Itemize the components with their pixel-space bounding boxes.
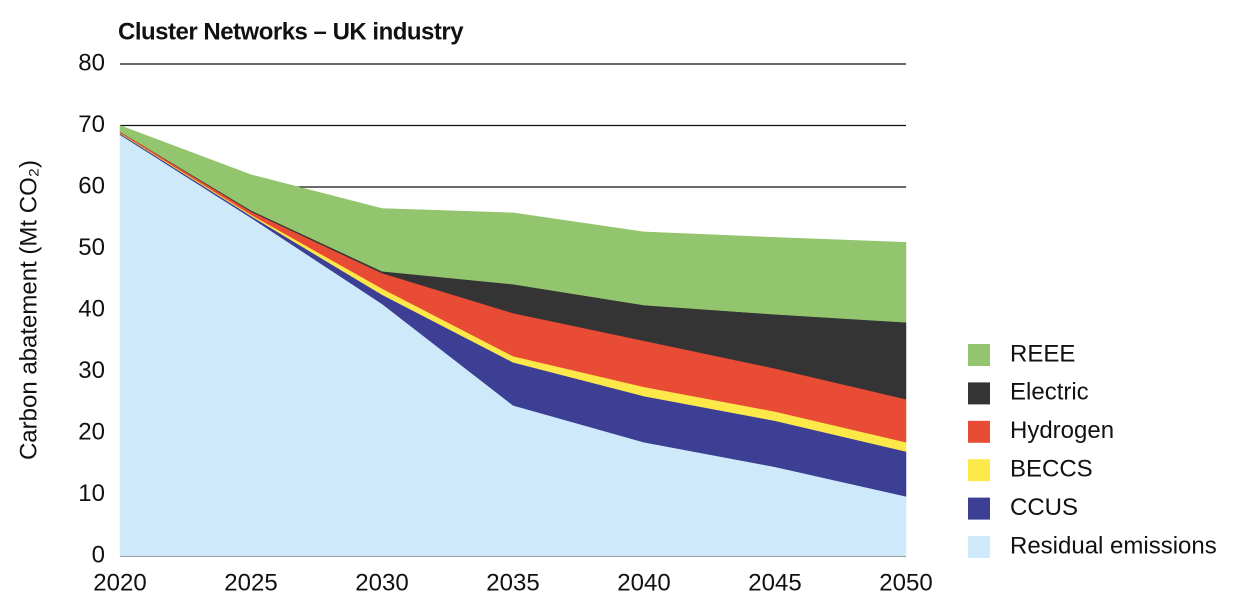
x-tick-label: 2030 bbox=[355, 569, 408, 596]
legend-label: REEE bbox=[1010, 340, 1075, 367]
legend-swatch bbox=[968, 459, 990, 482]
x-tick-label: 2020 bbox=[93, 569, 146, 596]
y-tick-label: 10 bbox=[78, 480, 105, 507]
legend-swatch bbox=[968, 420, 990, 443]
legend-swatch bbox=[968, 536, 990, 558]
legend-swatch bbox=[968, 382, 990, 405]
y-tick-label: 30 bbox=[78, 357, 105, 384]
legend-label: Residual emissions bbox=[1010, 532, 1217, 559]
legend-swatch bbox=[968, 497, 990, 520]
area bbox=[119, 125, 907, 323]
y-tick-label: 60 bbox=[78, 172, 105, 199]
y-tick-label: 40 bbox=[78, 295, 105, 322]
legend-label: Electric bbox=[1010, 379, 1089, 406]
y-tick-label: 80 bbox=[78, 49, 105, 76]
x-tick-label: 2040 bbox=[617, 569, 670, 596]
x-tick-label: 2025 bbox=[224, 569, 277, 596]
legend-label: Hydrogen bbox=[1010, 417, 1114, 444]
legend-swatch bbox=[968, 344, 990, 366]
legend-label: BECCS bbox=[1010, 456, 1093, 483]
y-tick-label: 50 bbox=[78, 234, 105, 261]
chart-title: Cluster Networks – UK industry bbox=[118, 18, 464, 45]
x-tick-label: 2035 bbox=[486, 569, 539, 596]
x-tick-label: 2050 bbox=[879, 569, 932, 596]
y-axis-label: Carbon abatement (Mt CO₂) bbox=[15, 160, 42, 460]
x-tick-label: 2045 bbox=[748, 569, 801, 596]
legend-label: CCUS bbox=[1010, 494, 1078, 521]
y-tick-label: 70 bbox=[78, 111, 105, 138]
y-tick-label: 20 bbox=[78, 418, 105, 445]
y-tick-label: 0 bbox=[92, 541, 105, 568]
